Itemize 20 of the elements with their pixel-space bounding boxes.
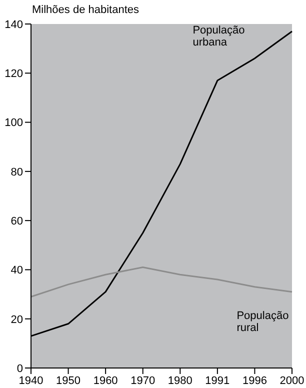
- series-label: População rural: [236, 310, 289, 334]
- y-tick-label: 140: [4, 18, 23, 31]
- x-tick-label: 1996: [242, 374, 267, 387]
- y-tick-label: 20: [10, 314, 23, 326]
- y-tick-label: 120: [4, 68, 23, 80]
- y-tick-label: 40: [10, 264, 23, 277]
- y-axis-title: Milhões de habitantes: [32, 4, 140, 16]
- y-tick-label: 100: [4, 117, 23, 130]
- x-tick-label: 1960: [93, 374, 118, 387]
- series-label: População urbana: [192, 24, 245, 48]
- x-tick-label: 2000: [280, 374, 304, 387]
- x-tick-label: 1991: [205, 374, 230, 387]
- x-tick-label: 1950: [56, 374, 81, 387]
- x-tick-label: 1980: [168, 374, 192, 387]
- line-series: [30, 266, 293, 298]
- y-tick-label: 0: [16, 362, 23, 375]
- y-tick-label: 60: [10, 215, 23, 228]
- x-tick-label: 1970: [130, 374, 156, 387]
- x-tick-label: 1940: [18, 374, 44, 387]
- y-tick-label: 80: [10, 166, 23, 178]
